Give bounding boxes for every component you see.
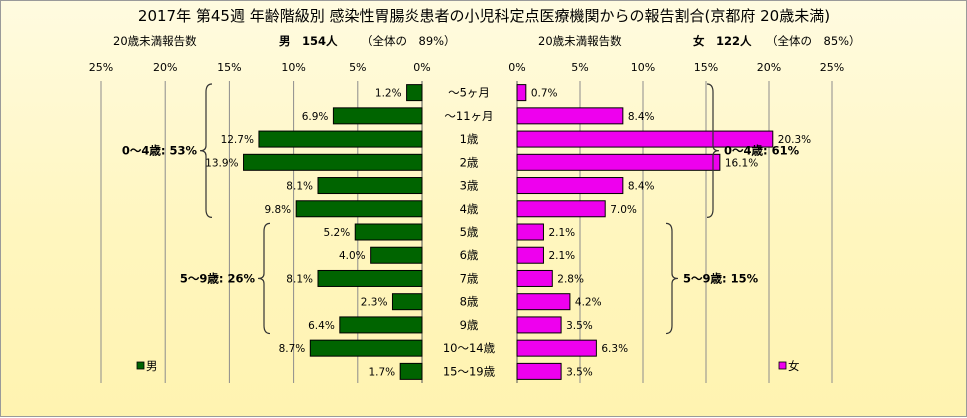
group-brace-left	[199, 83, 213, 218]
value-label-right: 16.1%	[725, 157, 758, 169]
value-label-left: 4.0%	[339, 250, 366, 262]
category-label: 7歳	[460, 271, 479, 285]
value-label-left: 8.1%	[286, 273, 313, 285]
value-label-left: 13.9%	[205, 157, 238, 169]
value-label-right: 2.8%	[557, 273, 584, 285]
value-label-right: 0.7%	[531, 88, 558, 100]
right-header-label: 20歳未満報告数	[538, 34, 622, 48]
category-label: 15～19歳	[443, 364, 496, 378]
category-label: 4歳	[460, 202, 479, 216]
bar-right	[516, 84, 527, 102]
value-label-left: 1.2%	[375, 88, 402, 100]
category-label: 9歳	[460, 318, 479, 332]
bar-right	[516, 246, 544, 264]
value-label-right: 20.3%	[778, 134, 811, 146]
bar-right	[516, 130, 774, 148]
tick-label-left: 0%	[413, 61, 430, 74]
bar-right	[516, 107, 624, 125]
category-label: ～11ヶ月	[444, 109, 493, 123]
group-label-left: 0～4歳: 53%	[122, 144, 198, 158]
right-header-count: 女 122人	[693, 34, 752, 48]
bar-right	[516, 269, 553, 287]
tick-label-right: 5%	[571, 61, 588, 74]
bar-left	[406, 84, 423, 102]
tick-label-right: 15%	[694, 61, 718, 74]
category-label: 10～14歳	[443, 341, 496, 355]
group-brace-right	[706, 83, 720, 218]
category-label: 6歳	[460, 248, 479, 262]
value-label-right: 3.5%	[566, 366, 593, 378]
value-label-left: 2.3%	[361, 297, 388, 309]
bar-right	[516, 177, 624, 195]
tick-label-left: 20%	[153, 61, 177, 74]
bar-right	[516, 223, 544, 241]
bar-left	[391, 293, 423, 311]
value-label-left: 6.4%	[308, 320, 335, 332]
bar-left	[332, 107, 423, 125]
tick-label-right: 0%	[508, 61, 525, 74]
left-header-label: 20歳未満報告数	[113, 34, 197, 48]
bar-right	[516, 362, 562, 380]
bar-left	[317, 177, 423, 195]
value-label-right: 3.5%	[566, 320, 593, 332]
legend-swatch-right	[778, 361, 787, 370]
bar-right	[516, 153, 721, 171]
category-label: 2歳	[460, 155, 479, 169]
bar-right	[516, 316, 562, 334]
tick-label-right: 20%	[757, 61, 781, 74]
tick-label-left: 25%	[89, 61, 113, 74]
group-brace-left	[257, 222, 271, 335]
value-label-left: 8.1%	[286, 181, 313, 193]
legend-label-left: 男	[146, 359, 158, 373]
category-label: 8歳	[460, 295, 479, 309]
value-label-right: 4.2%	[575, 297, 602, 309]
value-label-right: 6.3%	[601, 343, 628, 355]
bar-right	[516, 200, 606, 218]
value-label-left: 8.7%	[279, 343, 306, 355]
tick-label-left: 10%	[281, 61, 305, 74]
value-label-right: 8.4%	[628, 181, 655, 193]
bar-left	[295, 200, 423, 218]
bar-left	[258, 130, 423, 148]
left-header-share: （全体の 89%）	[361, 34, 456, 48]
category-label: 5歳	[460, 225, 479, 239]
group-label-left: 5～9歳: 26%	[180, 271, 256, 285]
value-label-left: 1.7%	[368, 366, 395, 378]
group-label-right: 5～9歳: 15%	[683, 271, 759, 285]
value-label-right: 7.0%	[610, 204, 637, 216]
bar-left	[399, 362, 423, 380]
group-brace-right	[665, 222, 679, 335]
tick-label-left: 15%	[217, 61, 241, 74]
value-label-left: 9.8%	[264, 204, 291, 216]
bar-right	[516, 293, 571, 311]
chart-title: 2017年 第45週 年齢階級別 感染性胃腸炎患者の小児科定点医療機関からの報告…	[138, 7, 830, 25]
tick-label-right: 10%	[631, 61, 655, 74]
bar-left	[309, 339, 423, 357]
group-label-right: 0～4歳: 61%	[724, 144, 800, 158]
value-label-left: 6.9%	[302, 111, 329, 123]
value-label-right: 8.4%	[628, 111, 655, 123]
bar-left	[354, 223, 423, 241]
category-label: 1歳	[460, 132, 479, 146]
legend-swatch-left	[136, 361, 145, 370]
category-label: ～5ヶ月	[448, 86, 490, 100]
right-header-share: （全体の 85%）	[766, 34, 861, 48]
left-header-count: 男 154人	[279, 34, 338, 48]
value-label-left: 5.2%	[324, 227, 351, 239]
value-label-right: 2.1%	[548, 250, 575, 262]
tick-label-right: 25%	[820, 61, 844, 74]
bar-left	[339, 316, 423, 334]
category-label: 3歳	[460, 179, 479, 193]
tick-label-left: 5%	[349, 61, 366, 74]
legend-label-right: 女	[788, 359, 800, 373]
bar-left	[370, 246, 423, 264]
bar-left	[317, 269, 423, 287]
value-label-left: 12.7%	[221, 134, 254, 146]
bar-right	[516, 339, 597, 357]
bar-left	[243, 153, 423, 171]
value-label-right: 2.1%	[548, 227, 575, 239]
